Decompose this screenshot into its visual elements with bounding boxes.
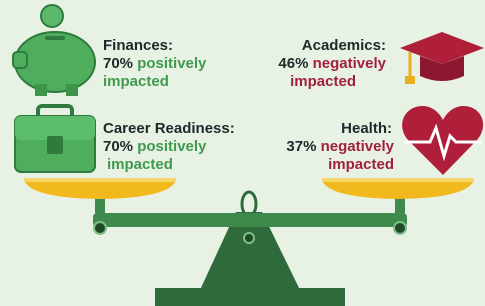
briefcase-icon xyxy=(15,106,95,172)
item-stat: 70% positively xyxy=(103,138,207,155)
infographic: Finances: 70% positively impacted Career… xyxy=(0,0,485,306)
percent: 37% xyxy=(286,138,316,155)
balance-scale xyxy=(24,178,474,306)
effect: positively xyxy=(137,138,207,155)
effect: negatively xyxy=(321,138,395,155)
effect: negatively xyxy=(313,55,387,72)
percent: 46% xyxy=(278,55,308,72)
item-label: Finances: xyxy=(103,37,173,54)
percent: 70% xyxy=(103,55,133,72)
percent: 70% xyxy=(103,138,133,155)
mortarboard-icon xyxy=(400,32,484,84)
item-stat: 46% negatively xyxy=(278,55,386,72)
effect: positively xyxy=(137,55,207,72)
impact: impacted xyxy=(107,156,173,173)
item-label: Health: xyxy=(341,120,392,137)
impact: impacted xyxy=(290,73,356,90)
item-label: Career Readiness: xyxy=(103,120,235,137)
heart-icon xyxy=(402,106,483,175)
impact: impacted xyxy=(103,73,169,90)
piggy-bank-icon xyxy=(13,5,95,96)
item-stat: 70% positively xyxy=(103,55,207,72)
impact: impacted xyxy=(328,156,394,173)
item-stat: 37% negatively xyxy=(286,138,394,155)
item-label: Academics: xyxy=(302,37,386,54)
